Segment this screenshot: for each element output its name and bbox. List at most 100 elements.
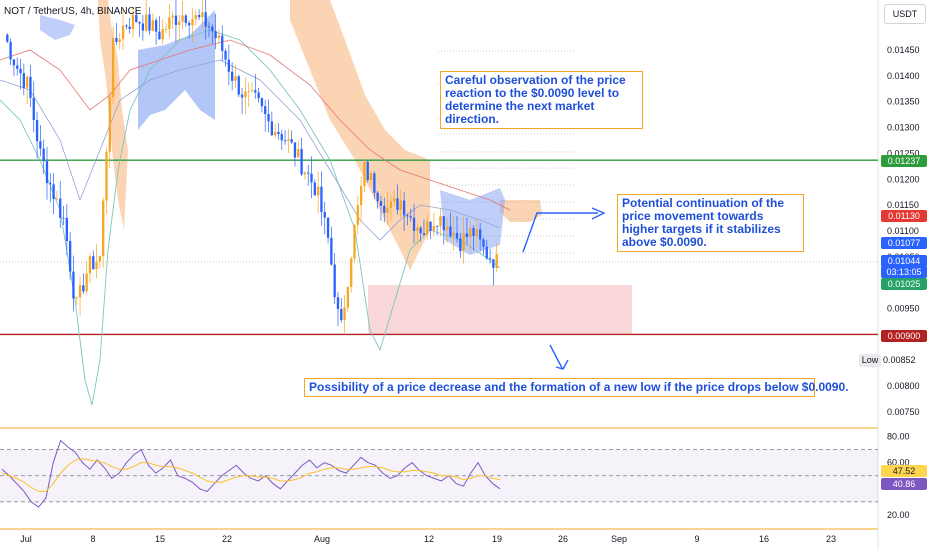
candle-body (75, 297, 78, 299)
tag-ema: 0.01077 (881, 237, 927, 249)
low-label: Low (859, 354, 881, 367)
price-tick-label: 0.01300 (887, 123, 920, 133)
candle-body (184, 15, 188, 23)
candle-body (237, 76, 240, 95)
candle-body (181, 15, 184, 22)
sma-long (0, 29, 501, 406)
candle-body (32, 97, 35, 121)
ichimoku-cloud-future (500, 200, 542, 222)
tag-sma: 0.01130 (881, 210, 927, 222)
candle-body (102, 200, 105, 257)
candle-body (356, 205, 359, 225)
price-tick-label: 0.01450 (887, 45, 920, 55)
price-tick-label: 0.01400 (887, 71, 920, 81)
candle-body (118, 39, 121, 42)
candle-body (204, 12, 207, 27)
candle-body (148, 14, 151, 31)
candle-body (300, 148, 303, 175)
candle-body (366, 161, 369, 181)
candle-body (459, 238, 462, 252)
candle-body (373, 173, 376, 193)
candle-body (260, 98, 264, 107)
candle-body (92, 256, 95, 270)
candle-body (214, 31, 217, 39)
candle-body (45, 161, 49, 184)
candle-body (201, 12, 204, 18)
candle-body (383, 205, 386, 213)
candle-body (141, 23, 145, 31)
tag-last-price: 0.01044 (881, 255, 927, 267)
candle-body (197, 15, 201, 18)
candle-body (240, 94, 244, 98)
candle-body (22, 73, 25, 88)
candle-body (369, 173, 373, 181)
candle-body (290, 139, 293, 143)
candle-body (353, 224, 356, 259)
rsi-line (1, 439, 501, 508)
candle-body (171, 15, 174, 18)
candle-body (393, 198, 396, 202)
candle-body (482, 239, 485, 247)
candle-body (168, 17, 171, 30)
candle-body (469, 228, 472, 237)
sma-mid (0, 39, 511, 211)
time-tick-label: 8 (90, 534, 95, 544)
candle-body (221, 35, 224, 51)
candle-body (88, 256, 92, 274)
candle-body (320, 186, 323, 213)
candle-body (350, 258, 353, 287)
candle-body (277, 131, 280, 135)
candle-body (78, 285, 82, 298)
candle-body (19, 68, 22, 74)
candle-body (336, 297, 340, 309)
time-tick-label: 15 (155, 534, 165, 544)
candle-body (359, 186, 363, 206)
candle-body (105, 151, 108, 201)
candle-body (55, 198, 59, 200)
candle-body (65, 217, 68, 241)
candle-body (211, 26, 214, 32)
candle-body (283, 140, 287, 142)
candle-body (449, 226, 452, 237)
candle-body (333, 264, 336, 298)
candle-body (419, 227, 422, 234)
currency-selector[interactable]: USDT (884, 4, 926, 24)
time-tick-label: 16 (759, 534, 769, 544)
candle-body (264, 106, 267, 115)
candle-body (495, 254, 498, 268)
candle-body (42, 148, 45, 162)
ichimoku-cloud-bull (138, 10, 215, 130)
candle-body (6, 34, 9, 42)
rsi-tick-label: 20.00 (887, 510, 910, 520)
price-tick-label: 0.01150 (887, 200, 919, 210)
rsi-ma-line (1, 458, 501, 492)
candle-body (59, 198, 62, 218)
candle-body (257, 92, 260, 99)
candle-body (111, 37, 115, 98)
candle-body (174, 15, 178, 25)
candle-body (151, 20, 154, 31)
candle-body (310, 173, 313, 183)
candle-body (234, 76, 237, 81)
candle-body (224, 50, 227, 60)
tag-countdown: 03:13:05 (881, 266, 927, 278)
candle-body (131, 14, 135, 29)
candle-body (207, 26, 211, 28)
candle-body (12, 59, 16, 66)
low-value: 0.00852 (883, 355, 916, 365)
price-tick-label: 0.01350 (887, 97, 920, 107)
candle-body (412, 217, 416, 231)
candle-body (85, 273, 88, 292)
candle-body (409, 216, 412, 218)
tag-rsi: 40.86 (881, 478, 927, 490)
tag-rsi-ma: 47.52 (881, 465, 927, 477)
candle-body (386, 207, 389, 213)
candle-body (293, 142, 297, 158)
candle-body (52, 184, 55, 200)
candle-body (422, 233, 426, 235)
candle-body (436, 225, 439, 227)
candle-body (455, 232, 459, 239)
rsi-tick-label: 80.00 (887, 432, 910, 442)
candle-body (399, 200, 402, 210)
time-tick-label: 9 (694, 534, 699, 544)
